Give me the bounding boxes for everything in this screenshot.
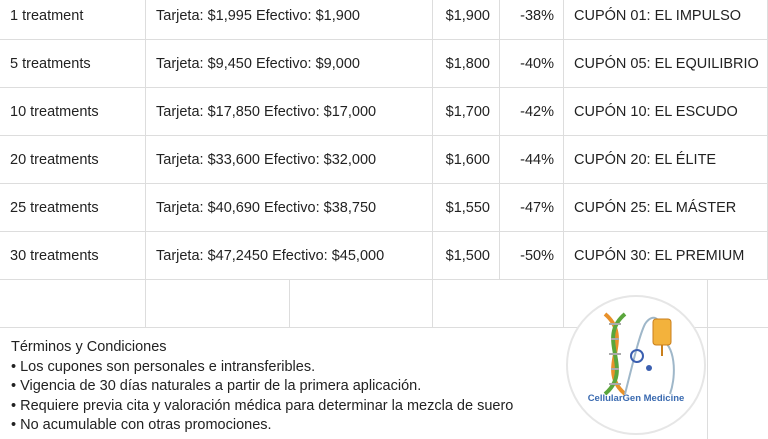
table-cell: -47% [500,184,564,232]
logo: CellularGen Medicine [566,295,706,435]
empty-cell [433,280,564,328]
empty-cell [146,280,290,328]
terms-item: • Vigencia de 30 días naturales a partir… [11,378,422,394]
table-cell: CUPÓN 30: EL PREMIUM [564,232,768,280]
empty-cell [290,280,433,328]
empty-cell [0,280,146,328]
table-cell: CUPÓN 01: EL IMPULSO [564,0,768,40]
table-cell: 25 treatments [0,184,146,232]
table-cell: 1 treatment [0,0,146,40]
divider [707,280,708,439]
table-cell: -38% [500,0,564,40]
table-cell: -40% [500,40,564,88]
table-cell: 5 treatments [0,40,146,88]
table-cell: 20 treatments [0,136,146,184]
table-cell: CUPÓN 25: EL MÁSTER [564,184,768,232]
divider [0,327,768,328]
terms: Términos y Condiciones • Los cupones son… [11,338,513,436]
table-cell: Tarjeta: $1,995 Efectivo: $1,900 [146,0,433,40]
table-cell: Tarjeta: $47,2450 Efectivo: $45,000 [146,232,433,280]
table-cell: 10 treatments [0,88,146,136]
table-cell: Tarjeta: $9,450 Efectivo: $9,000 [146,40,433,88]
table-cell: Tarjeta: $17,850 Efectivo: $17,000 [146,88,433,136]
terms-title: Términos y Condiciones [11,339,167,355]
table-cell: 30 treatments [0,232,146,280]
table-cell: $1,500 [433,232,500,280]
table-cell: CUPÓN 10: EL ESCUDO [564,88,768,136]
table-cell: $1,550 [433,184,500,232]
table-cell: $1,700 [433,88,500,136]
table-cell: CUPÓN 20: EL ÉLITE [564,136,768,184]
table-cell: -50% [500,232,564,280]
table-cell: Tarjeta: $33,600 Efectivo: $32,000 [146,136,433,184]
table-cell: $1,600 [433,136,500,184]
table-cell: -44% [500,136,564,184]
table-cell: -42% [500,88,564,136]
table-cell: CUPÓN 05: EL EQUILIBRIO [564,40,768,88]
terms-item: • Los cupones son personales e intransfe… [11,358,316,375]
table-cell: Tarjeta: $40,690 Efectivo: $38,750 [146,184,433,232]
terms-item: • No acumulable con otras promociones. [11,417,272,433]
table-cell: $1,900 [433,0,500,40]
table-cell: $1,800 [433,40,500,88]
logo-text: CellularGen Medicine [588,393,685,404]
terms-item: • Requiere previa cita y valoración médi… [11,397,514,414]
